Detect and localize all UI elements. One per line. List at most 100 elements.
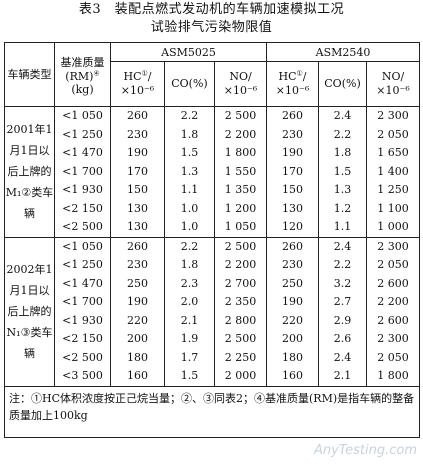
table-cell-value: <2 150 — [62, 201, 103, 215]
header-co-5025: CO(%) — [164, 61, 215, 107]
table-cell-value: 250 — [127, 276, 148, 290]
table-cell-value: 220 — [282, 313, 304, 327]
table-cell-value: 130 — [127, 201, 148, 215]
table-cell-value: 2.2 — [333, 258, 352, 271]
table-cell-value: <1 470 — [62, 276, 103, 290]
table-cell-value: 250 — [282, 276, 304, 290]
table-cell-value: 2 600 — [377, 313, 409, 327]
table-cell-value: 190 — [127, 146, 148, 159]
table-cell-value: 1.3 — [333, 183, 352, 196]
group-n1-co-5025: 2.2 1.8 2.3 2.0 2.1 1.9 1.7 1.5 — [164, 236, 215, 387]
table-cell-value: 260 — [127, 109, 148, 122]
table-cell-value: 230 — [127, 127, 148, 141]
table-cell-value: 1 050 — [224, 220, 257, 233]
table-cell-value: 1 800 — [377, 369, 409, 382]
table-cell-value: 2.7 — [333, 295, 352, 308]
table-cell-value: 150 — [127, 183, 148, 196]
table-cell-value: <1 700 — [62, 295, 103, 308]
table-cell-value: 2.6 — [333, 332, 352, 345]
table-cell-value: 130 — [127, 220, 148, 233]
table-cell-value: 2 800 — [224, 313, 257, 327]
table-cell-value: 2 050 — [377, 350, 409, 364]
table-cell-value: 2 350 — [224, 295, 257, 308]
group-m1-co-2540: 2.4 2.2 1.8 1.5 1.3 1.2 1.1 — [318, 106, 368, 238]
header-no-2540: NO/×10⁻⁶ — [366, 61, 421, 107]
table-subtitle: 试验排气污染物限值 — [150, 20, 273, 35]
table-cell-value: 120 — [282, 220, 304, 233]
group-m1-row: 2001年1月1日以后上牌的M₁②类车辆 <1 050 <1 250 <1 470 <… — [4, 106, 421, 238]
table-cell-value: 2 300 — [377, 332, 409, 345]
table-cell-value: 1 800 — [224, 146, 257, 159]
group-m1-hc-2540: 260 230 190 170 150 130 120 — [266, 106, 320, 238]
table-cell-value: 2.4 — [333, 239, 352, 253]
group-n1-no-2540: 2 300 2 050 2 600 2 200 2 600 2 300 2 050 1 800 — [366, 236, 421, 387]
table-cell-value: 1.5 — [180, 146, 199, 159]
table-cell-value: <1 470 — [62, 146, 103, 159]
table-cell-value: 1 650 — [377, 146, 409, 159]
group-m1-co-5025: 2.2 1.8 1.5 1.3 1.1 1.0 1.0 — [164, 106, 215, 238]
header-vehicle-type: 车辆类型 — [4, 42, 55, 107]
table-cell-value: 2 050 — [377, 127, 409, 141]
table-cell-value: 190 — [127, 295, 148, 308]
header-asm2540: ASM2540 — [266, 42, 421, 62]
table-cell-value: 1.5 — [333, 164, 352, 178]
table-cell-value: 2.1 — [180, 313, 199, 327]
table-cell-value: <2 150 — [62, 332, 103, 345]
table-cell-value: 2.3 — [180, 276, 199, 290]
table-cell-value: <1 250 — [62, 127, 103, 141]
table-cell-value: 2.9 — [333, 313, 352, 327]
group-m1-no-2540: 2 300 2 050 1 650 1 400 1 250 1 100 1 000 — [366, 106, 421, 238]
table-cell-value: 180 — [127, 350, 148, 364]
table-cell-value: 150 — [282, 183, 304, 196]
table-cell-value: 2.1 — [333, 369, 352, 382]
table-cell-value: 3.2 — [333, 276, 352, 290]
table-cell-value: 1.1 — [180, 183, 199, 196]
header-asm5025: ASM5025 — [109, 42, 268, 62]
group-n1-type: 2002年1月1日以后上牌的N₁③类车辆 — [4, 236, 55, 387]
table-cell-value: 2 250 — [224, 350, 257, 364]
table-cell-value: 2 600 — [377, 276, 409, 290]
table-cell-value: 200 — [282, 332, 304, 345]
table-cell-value: 180 — [282, 350, 304, 364]
table-cell-value: 190 — [282, 146, 304, 159]
table-cell-value: 160 — [127, 369, 148, 382]
table-cell-value: <2 500 — [62, 220, 103, 233]
group-n1-no-5025: 2 500 2 200 2 700 2 350 2 800 2 500 2 250 2 000 — [213, 236, 268, 387]
header-hc-2540: HC①/×10⁻⁶ — [266, 61, 320, 107]
table-cell-value: <1 050 — [62, 239, 103, 253]
table-cell-value: 2 200 — [377, 295, 409, 308]
table-cell-value: 1.9 — [180, 332, 199, 345]
group-m1-mass: <1 050 <1 250 <1 470 <1 700 <1 930 <2 150 <2 5… — [54, 106, 111, 238]
table-cell-value: 160 — [282, 369, 304, 382]
group-n1-hc-2540: 260 230 250 190 220 200 180 160 — [266, 236, 320, 387]
table-cell-value: 1 350 — [224, 183, 257, 196]
group-n1-mass: <1 050 <1 250 <1 470 <1 700 <1 930 <2 150 <2 5… — [54, 236, 111, 387]
table-cell-value: 2 500 — [224, 109, 257, 122]
table-cell-value: 1 100 — [377, 201, 409, 215]
table-note: 注：①HC体积浓度按正己烷当量；②、③同表2；④基准质量(RM)是指车辆的整备质… — [3, 385, 421, 438]
table-cell-value: 1.7 — [180, 350, 199, 364]
table-cell-value: 1.5 — [180, 369, 199, 382]
table-cell-value: 190 — [282, 295, 304, 308]
table-cell-value: 1 400 — [377, 164, 409, 178]
table-cell-value: 2 200 — [224, 127, 257, 141]
table-cell-value: <2 500 — [62, 350, 103, 364]
table-cell-value: 2.4 — [333, 109, 352, 122]
group-n1-row: 2002年1月1日以后上牌的N₁③类车辆 <1 050 <1 250 <1 470 <… — [4, 236, 421, 387]
table-cell-value: 1.0 — [180, 201, 199, 215]
table-cell-value: 2.4 — [333, 350, 352, 364]
group-m1-no-5025: 2 500 2 200 1 800 1 550 1 350 1 200 1 050 — [213, 106, 268, 238]
table-cell-value: 1.3 — [180, 164, 199, 178]
table-cell-value: 1.8 — [180, 127, 199, 141]
table-title: 表3 装配点燃式发动机的车辆加速模拟工况 — [78, 2, 345, 17]
table-cell-value: 2.2 — [333, 127, 352, 141]
table-cell-value: <1 250 — [62, 258, 103, 271]
table-cell-value: 1 550 — [224, 164, 257, 178]
table-cell-value: 1.8 — [333, 146, 352, 159]
table-cell-value: 1 250 — [377, 183, 409, 196]
table-cell-value: 1 200 — [224, 201, 257, 215]
table-cell-value: 1.8 — [180, 258, 199, 271]
group-n1-hc-5025: 260 230 250 190 220 200 180 160 — [110, 236, 165, 387]
header-co-2540: CO(%) — [318, 61, 368, 107]
table-cell-value: 2.0 — [180, 295, 199, 308]
